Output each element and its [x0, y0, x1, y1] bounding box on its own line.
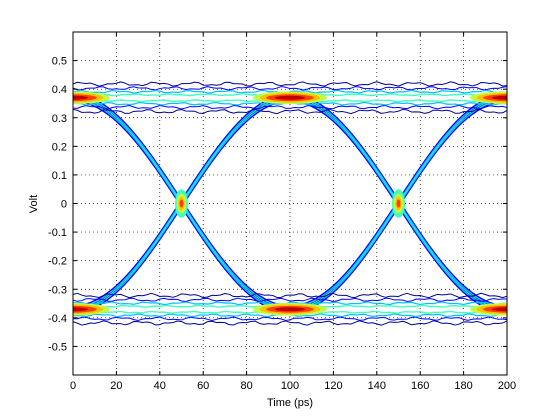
x-tick-label: 0: [70, 380, 76, 392]
low-level-band: [73, 301, 507, 306]
x-tick-label: 20: [110, 380, 122, 392]
rising-transition-curve: [506, 308, 507, 310]
x-tick-label: 120: [324, 380, 342, 392]
rising-transition-curve: [506, 311, 507, 314]
axis-ticks: 0 20 40 60 80 100 120 140 160 180 200 -0.5 -0.4 -0.3 -…: [48, 32, 516, 392]
y-tick-label: 0.1: [52, 170, 67, 182]
falling-transition-curve: [506, 93, 507, 96]
y-tick-label: -0.5: [48, 341, 67, 353]
x-tick-label: 80: [240, 380, 252, 392]
rising-transition-curve: [506, 310, 507, 312]
level-density-peak: [274, 307, 306, 312]
low-level-band: [73, 316, 507, 322]
low-level-band: [73, 297, 507, 303]
y-tick-label: -0.1: [48, 227, 67, 239]
high-level-band: [73, 86, 507, 91]
y-tick-label: 0.4: [52, 84, 67, 96]
y-tick-label: 0.3: [52, 113, 67, 125]
x-tick-label: 200: [498, 380, 516, 392]
x-axis-label: Time (ps): [267, 397, 313, 409]
crossing-density-peak: [179, 199, 184, 208]
x-tick-label: 60: [197, 380, 209, 392]
y-tick-label: -0.2: [48, 256, 67, 268]
y-axis-label: Volt: [28, 195, 40, 213]
level-density-peak: [73, 95, 89, 100]
contour-data: [73, 81, 507, 326]
y-tick-label: 0.5: [52, 56, 67, 68]
high-level-band: [73, 104, 507, 110]
crossing-density-peak: [396, 199, 401, 208]
y-tick-label: 0: [61, 199, 67, 211]
y-tick-label: 0.2: [52, 141, 67, 153]
falling-transition-curve: [506, 100, 507, 102]
y-tick-label: -0.3: [48, 284, 67, 296]
rising-transition-curve: [505, 308, 507, 311]
level-density-peak: [491, 95, 507, 100]
rising-transition-curve: [506, 305, 507, 307]
falling-transition-curve: [506, 97, 507, 99]
high-level-band: [73, 108, 507, 115]
low-level-band: [73, 320, 507, 326]
level-density-peak: [73, 307, 89, 312]
level-density-peak: [274, 95, 306, 100]
y-tick-label: -0.4: [48, 313, 67, 325]
x-tick-label: 140: [368, 380, 386, 392]
level-density-peak: [491, 307, 507, 312]
rising-transition-curve: [506, 306, 507, 309]
falling-transition-curve: [506, 95, 507, 97]
falling-transition-curve: [506, 98, 507, 101]
x-tick-label: 100: [281, 380, 299, 392]
x-tick-label: 180: [454, 380, 472, 392]
x-tick-label: 160: [411, 380, 429, 392]
falling-transition-curve: [505, 96, 507, 99]
low-level-band: [73, 292, 507, 299]
high-level-band: [73, 81, 507, 87]
x-tick-label: 40: [154, 380, 166, 392]
